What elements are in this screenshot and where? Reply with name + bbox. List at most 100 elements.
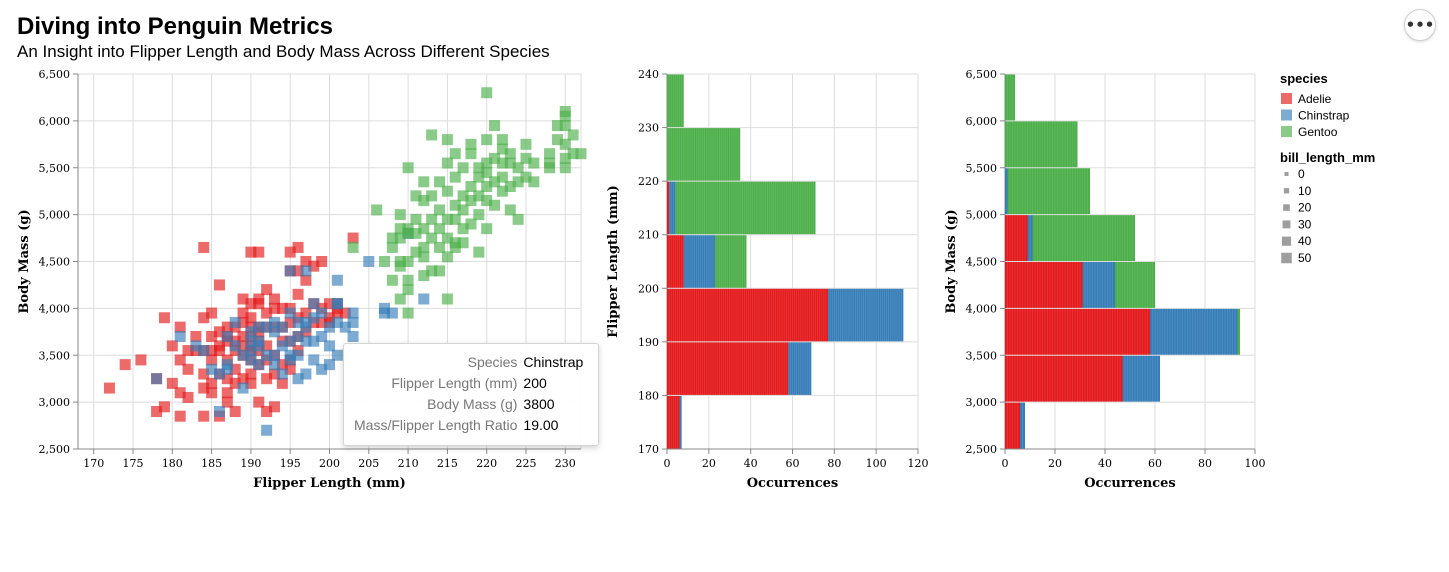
scatter-point-gentoo [449, 171, 461, 183]
y-tick-label: 4,000 [966, 302, 998, 315]
scatter-point-chinstrap [284, 307, 296, 319]
scatter-point-chinstrap [379, 302, 391, 314]
scatter-point-gentoo [465, 195, 477, 207]
scatter-point-gentoo [457, 162, 469, 174]
scatter-point-gentoo [465, 138, 477, 150]
scatter-point-chinstrap [300, 335, 312, 347]
x-tick-label: 200 [319, 457, 340, 470]
bar-segment-gentoo [675, 181, 816, 235]
scatter-point-gentoo [394, 209, 406, 221]
scatter-point-gentoo [426, 213, 438, 225]
scatter-point-gentoo [559, 120, 571, 132]
scatter-point-gentoo [410, 213, 422, 225]
scatter-point-gentoo [426, 129, 438, 141]
scatter-point-chinstrap [347, 307, 359, 319]
bar-segment-gentoo [1005, 121, 1078, 168]
scatter-point-chinstrap [284, 335, 296, 347]
bar-segment-gentoo [1005, 74, 1015, 121]
scatter-point-chinstrap [331, 349, 343, 361]
scatter-point-gentoo [441, 232, 453, 244]
scatter-point-gentoo [496, 134, 508, 146]
x-tick-label: 215 [437, 457, 458, 470]
scatter-point-gentoo [441, 293, 453, 305]
scatter-point-adelie [206, 307, 218, 319]
scatter-point-adelie [316, 256, 328, 267]
scatter-point-adelie [206, 331, 218, 342]
bar-segment-adelie [667, 395, 680, 449]
y-tick-label: 210 [638, 229, 659, 242]
scatter-point-chinstrap [237, 349, 249, 361]
body-mass-histogram-panel: 0 20 40 60 80 100 2,500 3,000 3,500 4,000 4,500 5,0… [944, 68, 1266, 491]
bar-segment-chinstrap [828, 288, 904, 342]
legend: species Adelie Chinstrap Gentoo bill_length_… [1280, 71, 1375, 265]
scatter-point-adelie [261, 373, 273, 385]
y-tick-label: 190 [638, 336, 659, 349]
scatter-point-chinstrap [174, 331, 186, 342]
scatter-point-adelie [158, 401, 170, 413]
bar-segment-adelie [1005, 308, 1150, 355]
scatter-point-adelie [276, 302, 288, 314]
scatter-point-gentoo [347, 241, 359, 253]
tooltip-key: Species [467, 354, 518, 370]
bar-segment-chinstrap [1122, 355, 1160, 402]
legend-size-label: 50 [1298, 251, 1312, 265]
scatter-point-adelie [190, 331, 202, 342]
tooltip-row: Body Mass (g) 3800 [354, 396, 583, 417]
scatter-point-adelie [261, 307, 273, 319]
scatter-point-gentoo [418, 251, 430, 263]
scatter-point-gentoo [449, 237, 461, 249]
tooltip-key: Body Mass (g) [427, 396, 518, 412]
scatter-point-gentoo [559, 152, 571, 164]
scatter-point-adelie [229, 363, 241, 375]
bar-segment-chinstrap [683, 235, 716, 288]
x-tick-label: 205 [358, 457, 379, 470]
x-tick-label: 40 [744, 457, 758, 470]
legend-swatch-gentoo [1281, 126, 1292, 137]
scatter-point-adelie [198, 241, 210, 253]
tooltip-key: Flipper Length (mm) [391, 375, 518, 391]
scatter-point-adelie [261, 406, 273, 417]
scatter-point-chinstrap [229, 316, 241, 328]
scatter-point-gentoo [481, 223, 493, 235]
scatter-point-adelie [261, 284, 273, 296]
scatter-point-chinstrap [245, 345, 257, 357]
scatter-point-adelie [174, 321, 186, 333]
scatter-point-adelie [174, 410, 186, 422]
scatter-point-gentoo [481, 181, 493, 192]
more-actions-button[interactable]: ••• [1404, 9, 1436, 41]
scatter-point-gentoo [402, 274, 414, 286]
y-tick-label: 3,000 [966, 396, 998, 409]
y-tick-label: 180 [638, 389, 659, 402]
legend-size-label: 0 [1298, 167, 1305, 181]
scatter-point-gentoo [473, 162, 485, 174]
y-tick-label: 2,500 [966, 443, 998, 456]
scatter-point-adelie [221, 373, 233, 385]
scatter-point-gentoo [496, 171, 508, 183]
bar-segment-gentoo [715, 235, 747, 288]
scatter-point-adelie [198, 312, 210, 324]
scatter-point-gentoo [426, 232, 438, 244]
scatter-point-gentoo [481, 195, 493, 207]
scatter-point-gentoo [386, 274, 398, 286]
scatter-point-adelie [237, 331, 249, 342]
x-tick-label: 220 [476, 457, 497, 470]
scatter-point-chinstrap [300, 368, 312, 380]
x-tick-label: 100 [866, 457, 887, 470]
scatter-point-gentoo [410, 246, 422, 258]
chart-subtitle: An Insight into Flipper Length and Body … [17, 42, 550, 61]
legend-size-swatch [1281, 252, 1292, 264]
x-tick-label: 20 [1048, 457, 1062, 470]
scatter-point-gentoo [481, 157, 493, 169]
scatter-point-chinstrap [229, 340, 241, 352]
scatter-point-adelie [253, 298, 265, 310]
scatter-point-gentoo [457, 237, 469, 249]
scatter-point-adelie [261, 340, 273, 352]
scatter-point-chinstrap [292, 373, 304, 385]
bar-segment-adelie [1005, 262, 1083, 308]
x-axis-title: Occurrences [1084, 476, 1176, 491]
scatter-point-chinstrap [276, 368, 288, 380]
legend-size-label: 10 [1298, 184, 1312, 198]
scatter-point-gentoo [489, 176, 501, 188]
y-tick-label: 5,500 [966, 162, 998, 175]
scatter-point-chinstrap [308, 298, 320, 310]
